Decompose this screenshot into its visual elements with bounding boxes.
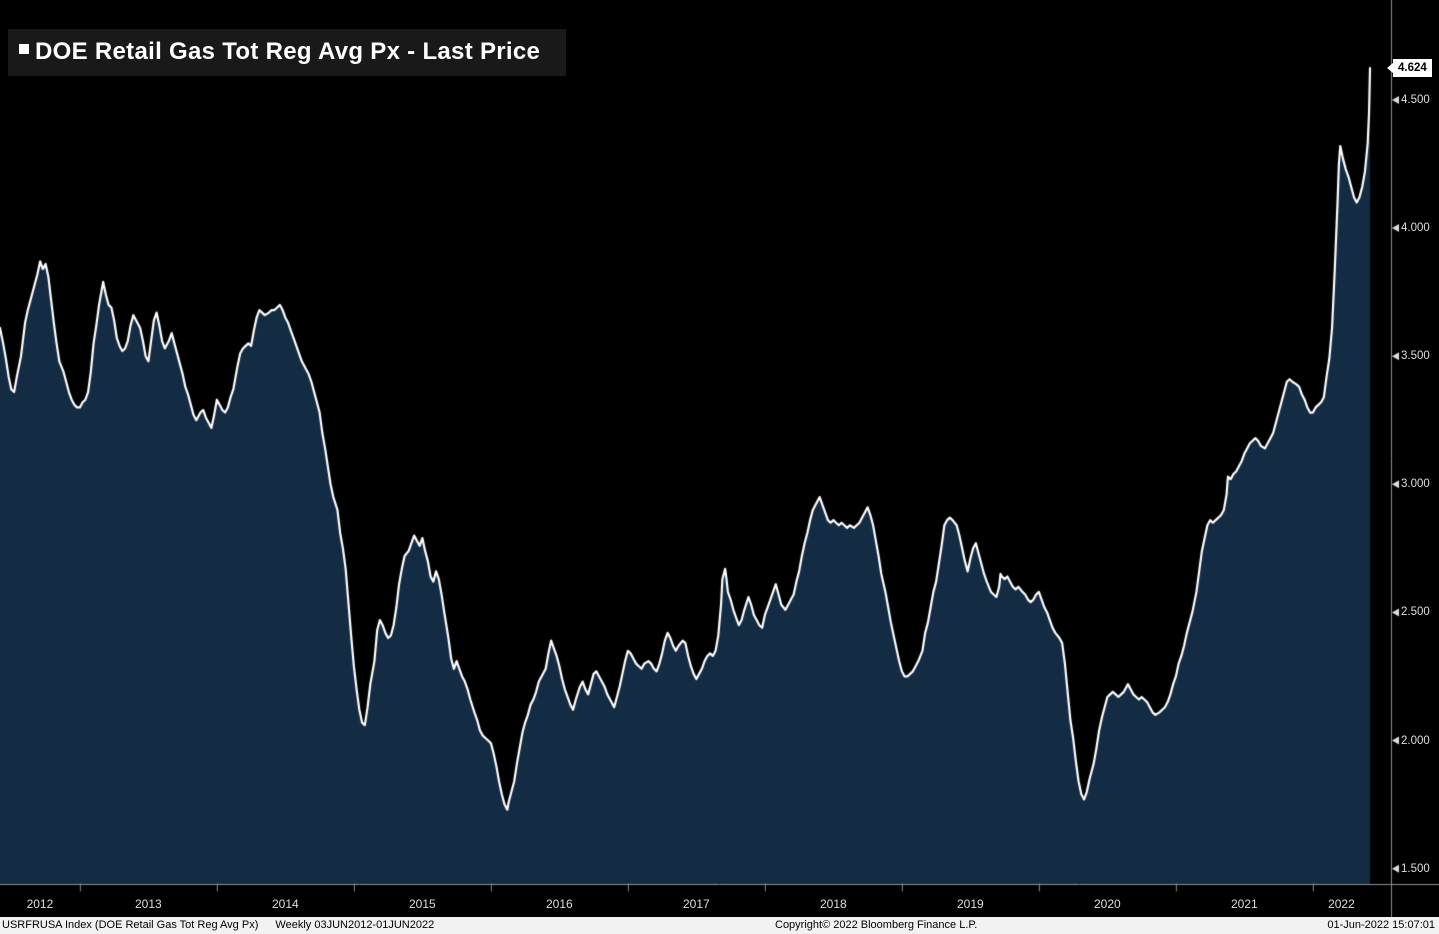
y-axis-tick-label: 2.500 [1401, 606, 1430, 619]
x-axis-tick-label: 2013 [135, 897, 162, 911]
y-axis-tick-label: 3.500 [1401, 350, 1430, 363]
last-price-flag: 4.624 [1387, 59, 1432, 78]
status-bar-left: USRFRUSA Index (DOE Retail Gas Tot Reg A… [2, 917, 434, 934]
chart-legend[interactable]: DOE Retail Gas Tot Reg Avg Px - Last Pri… [8, 29, 567, 76]
x-axis-tick-label: 2016 [546, 897, 573, 911]
y-axis-tick-label: 2.000 [1401, 734, 1430, 747]
y-axis-tick-label: 1.500 [1401, 862, 1430, 875]
copyright-text: Copyright© 2022 Bloomberg Finance L.P. [775, 919, 978, 931]
x-axis-tick-label: 2015 [409, 897, 436, 911]
y-axis-tick-label: 3.000 [1401, 478, 1430, 491]
series-marker-icon [19, 44, 29, 54]
x-axis-tick-label: 2018 [820, 897, 847, 911]
x-axis-tick-label: 2022 [1328, 897, 1355, 911]
x-axis-tick-label: 2014 [272, 897, 299, 911]
x-axis-tick-label: 2021 [1231, 897, 1258, 911]
series-label: DOE Retail Gas Tot Reg Avg Px - Last Pri… [35, 38, 541, 65]
timestamp-text: 01-Jun-2022 15:07:01 [1327, 919, 1435, 931]
period-text: Weekly 03JUN2012-01JUN2022 [275, 919, 435, 931]
x-axis-tick-label: 2017 [683, 897, 710, 911]
y-axis-tick-label: 4.500 [1401, 93, 1430, 106]
ticker-text: USRFRUSA Index (DOE Retail Gas Tot Reg A… [2, 919, 259, 931]
x-axis-tick-label: 2020 [1094, 897, 1121, 911]
x-axis-tick-label: 2012 [26, 897, 54, 911]
y-axis-tick-label: 4.000 [1401, 222, 1430, 235]
status-bar: USRFRUSA Index (DOE Retail Gas Tot Reg A… [0, 917, 1439, 934]
x-axis-tick-label: 2019 [957, 897, 984, 911]
